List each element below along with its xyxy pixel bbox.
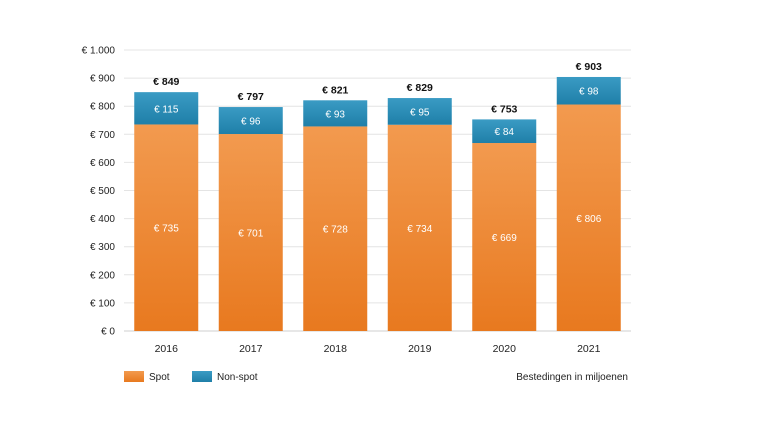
bar-spot-2016 [134,124,199,331]
spot-value-label: € 806 [576,214,601,225]
nonspot-value-label: € 98 [579,87,599,98]
legend: Spot Non-spot [124,371,258,383]
spot-value-label: € 701 [238,229,263,240]
spot-value-label: € 734 [407,224,432,235]
y-tick-label: € 200 [90,270,115,281]
spot-value-label: € 669 [492,233,517,244]
x-tick-label: 2020 [493,343,517,355]
y-tick-label: € 0 [101,327,115,338]
bar-nonspot-2020 [472,119,537,144]
legend-label-nonspot: Non-spot [217,372,258,383]
total-value-label: € 903 [576,61,602,73]
bar-nonspot-2016 [134,92,199,125]
total-value-label: € 829 [407,82,433,94]
nonspot-value-label: € 96 [241,117,261,128]
bar-nonspot-2019 [387,98,452,125]
nonspot-value-label: € 95 [410,107,430,118]
gridlines [124,49,631,332]
y-tick-label: € 400 [90,214,115,225]
legend-swatch-spot [124,371,144,382]
bar-spot-2020 [472,143,537,331]
spot-value-label: € 728 [323,225,348,236]
x-axis: 2016 2017 2018 2019 2020 2021 [155,343,601,355]
legend-label-spot: Spot [149,372,170,383]
bar-spot-2017 [218,134,283,331]
legend-swatch-nonspot [192,371,212,382]
total-value-label: € 849 [153,76,179,88]
y-tick-label: € 800 [90,102,115,113]
total-value-label: € 753 [491,103,517,115]
y-tick-label: € 300 [90,242,115,253]
y-tick-label: € 1.000 [82,46,116,57]
x-tick-label: 2016 [155,343,179,355]
y-tick-label: € 900 [90,74,115,85]
y-tick-label: € 500 [90,186,115,197]
x-tick-label: 2018 [324,343,348,355]
bar-nonspot-2018 [303,100,368,127]
y-axis: € 0 € 100 € 200 € 300 € 400 € 500 € 600 € 700 € … [82,46,116,338]
bar-nonspot-2021 [556,76,621,105]
y-tick-label: € 600 [90,158,115,169]
nonspot-value-label: € 84 [495,127,515,138]
y-tick-label: € 100 [90,298,115,309]
spot-value-label: € 735 [154,224,179,235]
x-tick-label: 2019 [408,343,432,355]
bar-nonspot-2017 [218,107,283,135]
bar-spot-2018 [303,126,368,331]
x-tick-label: 2017 [239,343,263,355]
bars: € 735 € 115 € 849 € 701 € 96 € 797 € 728 € 93 € … [134,61,621,331]
bar-spot-2021 [556,104,621,331]
total-value-label: € 797 [238,91,264,103]
total-value-label: € 821 [322,84,348,96]
nonspot-value-label: € 93 [326,109,346,120]
units-annotation: Bestedingen in miljoenen [516,372,628,383]
x-tick-label: 2021 [577,343,601,355]
bar-spot-2019 [387,124,452,331]
y-tick-label: € 700 [90,130,115,141]
nonspot-value-label: € 115 [154,104,179,115]
